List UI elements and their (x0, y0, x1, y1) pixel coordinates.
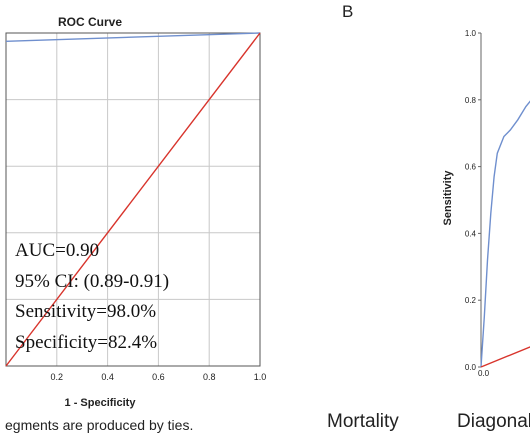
sensitivity-annotation: Sensitivity=98.0% (15, 301, 156, 322)
diagonal-caption: Diagonal (457, 411, 530, 432)
panel-a-annotations: AUC=0.90 95% CI: (0.89-0.91) Sensitivity… (15, 240, 169, 353)
mortality-caption: Mortality (327, 411, 399, 432)
panel-b-y-tick-labels: 0.0 0.2 0.4 0.6 0.8 1.0 (465, 29, 481, 372)
panel-b-y-tick-label: 0.0 (465, 363, 477, 372)
auc-annotation: AUC=0.90 (15, 240, 99, 261)
panel-b-roc-chart: B 0.0 0.2 0.4 0.6 0.8 1.0 0.0 Sensitivity (342, 2, 530, 378)
panel-b-reference-line (480, 346, 530, 368)
panel-a-grid (6, 33, 260, 366)
panel-a-reference-line (5, 32, 261, 367)
panel-b-series (480, 100, 530, 368)
panel-b-x-tick-labels: 0.0 (478, 369, 490, 378)
panel-b-y-tick-label: 0.4 (465, 229, 477, 238)
panel-a-x-tick-labels: 0.2 0.4 0.6 0.8 1.0 (51, 372, 267, 382)
panel-b-label: B (342, 2, 353, 21)
panel-a-x-tick-label: 0.8 (203, 372, 216, 382)
panel-a-x-tick-label: 0.2 (51, 372, 64, 382)
panel-b-roc-curve (480, 100, 530, 368)
panel-b-y-tick-label: 0.6 (465, 163, 477, 172)
ci-annotation: 95% CI: (0.89-0.91) (15, 271, 169, 292)
panel-b-y-axis-label: Sensitivity (442, 170, 454, 226)
panel-b-y-tick-label: 0.8 (465, 96, 477, 105)
panel-b-y-tick-label: 0.2 (465, 296, 477, 305)
panel-a-x-tick-label: 0.6 (152, 372, 165, 382)
panel-a-footnote: egments are produced by ties. (5, 417, 193, 433)
panel-a-x-tick-label: 0.4 (101, 372, 114, 382)
panel-a-x-axis-label: 1 - Specificity (65, 397, 137, 409)
panel-a-roc-chart: ROC Curve 0.2 0.4 0.6 0.8 1.0 1 - Specificit… (5, 15, 266, 433)
panel-b-y-tick-label: 1.0 (465, 29, 477, 38)
panel-a-plot-frame (5, 32, 261, 367)
panel-a-title: ROC Curve (58, 15, 122, 29)
panel-a-roc-curve (5, 32, 261, 42)
panel-b-x-tick-label: 0.0 (478, 369, 490, 378)
panel-a-x-tick-label: 1.0 (254, 372, 267, 382)
panel-a-series (5, 32, 261, 367)
specificity-annotation: Specificity=82.4% (15, 332, 157, 353)
